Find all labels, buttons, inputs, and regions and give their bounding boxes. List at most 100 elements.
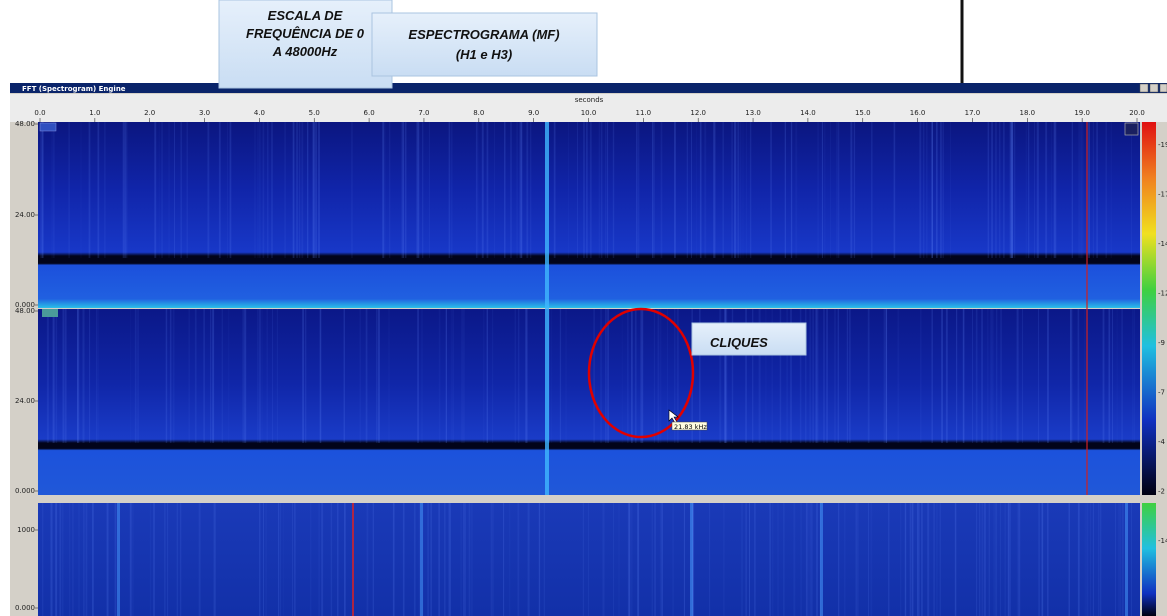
time-tick-label: 11.0 [636,109,652,117]
streak [847,309,848,443]
streak [936,503,937,616]
streak [632,309,633,443]
streak [658,309,659,443]
streak [737,122,739,258]
streak [137,309,138,443]
streak [871,122,872,258]
streak [302,309,304,443]
streak [940,503,941,616]
streak [934,503,935,616]
minimize-button[interactable] [1140,84,1148,92]
streak [1078,503,1080,616]
streak [613,503,614,616]
streak [838,503,839,616]
streak [654,309,655,443]
streak [565,309,566,443]
streak [1017,309,1019,443]
streak [661,122,663,258]
streak [228,309,229,443]
close-button[interactable] [1160,84,1167,92]
spectrogram-lf [38,503,1140,616]
streak [850,122,852,258]
streak [117,503,120,616]
streak [222,309,223,443]
time-tick-label: 4.0 [254,109,265,117]
streak [988,122,990,258]
streak [912,503,914,616]
streak [1042,503,1043,616]
streak [684,503,685,616]
streak [213,503,215,616]
streak [856,503,858,616]
annotation-text: ESPECTROGRAMA (MF) [408,27,559,42]
streak [622,309,623,443]
streak [487,309,488,443]
streak [627,309,629,443]
streak [1003,122,1004,258]
streak [48,309,49,443]
streak [344,309,345,443]
streak [940,122,942,258]
streak [640,309,641,443]
streak [491,503,493,616]
streak [601,122,603,258]
streak [554,122,556,258]
streak [992,309,994,443]
streak [586,122,587,258]
streak [722,122,724,258]
streak [166,309,168,443]
streak [521,122,522,258]
streak [53,122,55,258]
streak [1105,122,1107,258]
streak [463,309,464,443]
streak [262,309,263,443]
streak [1115,503,1116,616]
streak [420,503,423,616]
streak [292,503,293,616]
streak [603,503,605,616]
streak [544,503,545,616]
streak [991,122,993,258]
streak [444,503,445,616]
streak [1079,122,1080,258]
streak [438,503,440,616]
axis-label: seconds [575,96,604,104]
streak [783,503,784,616]
streak [63,309,65,443]
streak [900,503,901,616]
time-tick-label: 18.0 [1020,109,1036,117]
streak [167,503,168,616]
streak [641,309,643,443]
streak [777,503,779,616]
maximize-button[interactable] [1150,84,1158,92]
streak [590,122,592,258]
streak [476,122,477,258]
streak [219,122,221,258]
streak [618,503,619,616]
streak [360,309,362,443]
streak [1087,503,1089,616]
streak [817,309,819,443]
streak [227,122,228,258]
streak [599,122,600,258]
streak [316,122,317,258]
streak [267,309,269,443]
streak [687,122,688,258]
streak [1134,309,1135,443]
streak [255,122,256,258]
streak [89,309,90,443]
streak [1070,309,1072,443]
streak [810,309,811,443]
streak [976,503,977,616]
streak [307,122,308,258]
streak [539,503,540,616]
streak [1131,122,1132,258]
streak [1111,122,1112,258]
streak [667,309,668,443]
streak [267,122,268,258]
panel-badge [42,309,58,317]
time-tick-label: 12.0 [690,109,706,117]
streak [976,309,977,443]
panel-button[interactable] [1125,123,1138,135]
streak [743,122,744,258]
